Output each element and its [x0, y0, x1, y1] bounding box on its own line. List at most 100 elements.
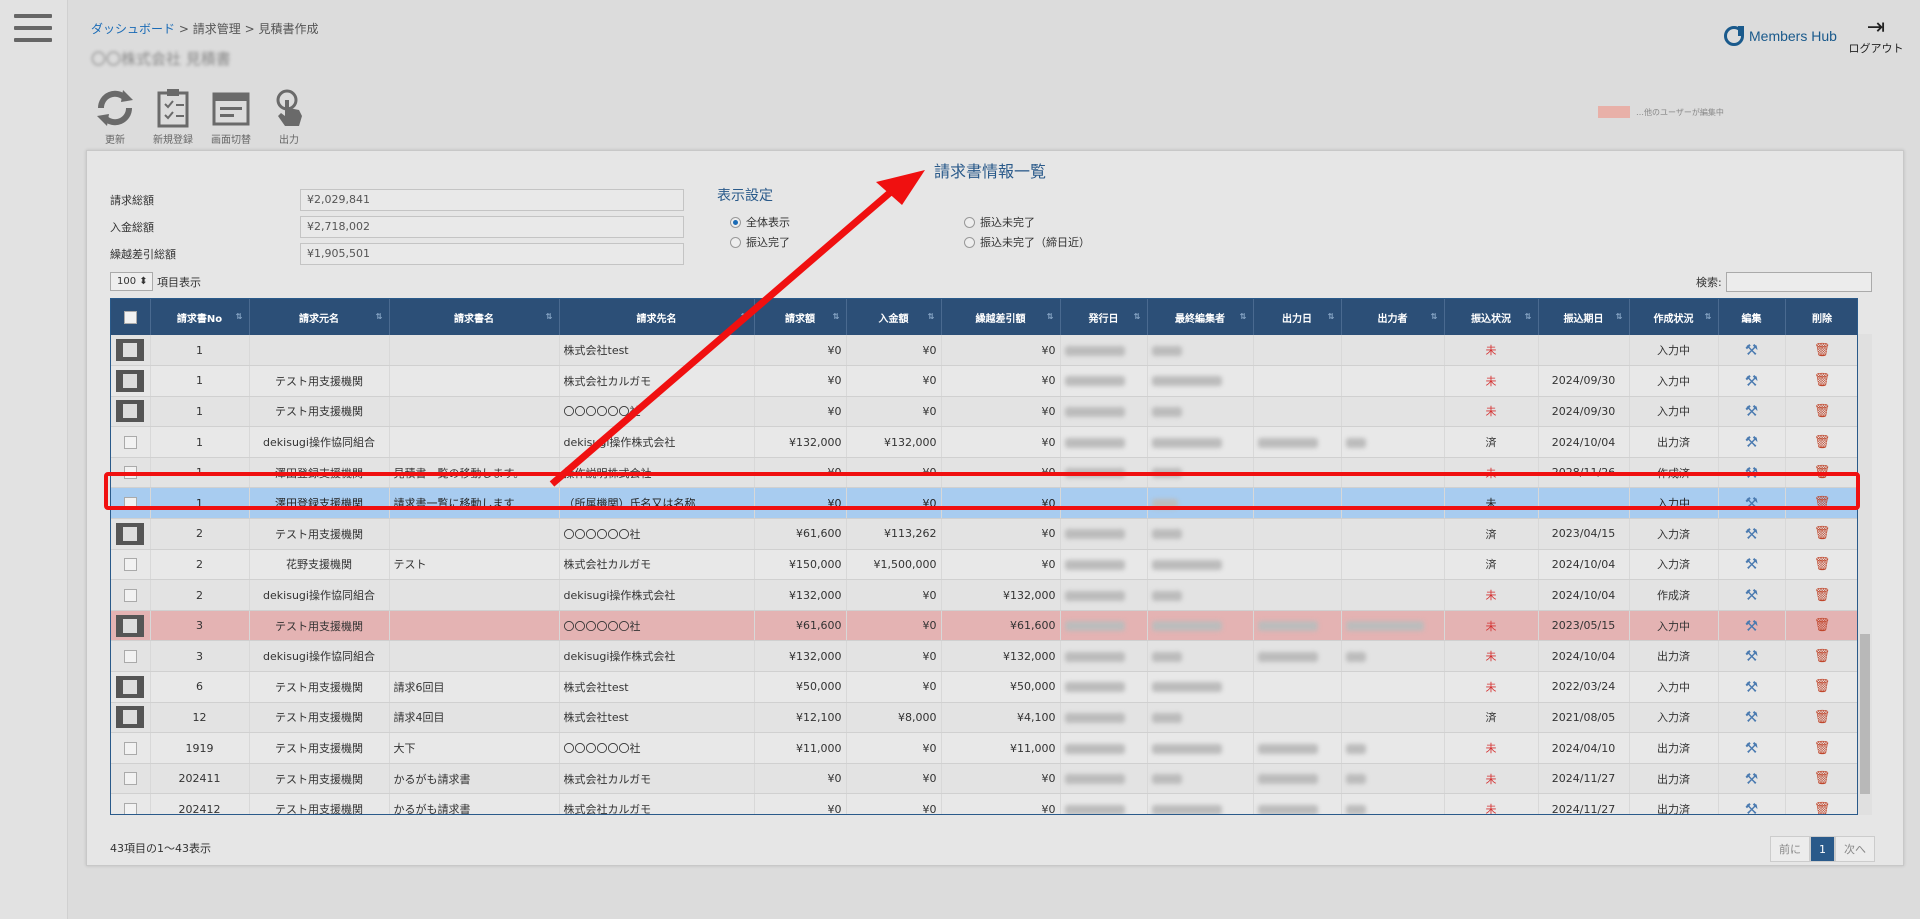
edit-button[interactable]: ⚒	[1718, 671, 1786, 703]
radio-unpaid-near[interactable]: 振込未完了（締日近）	[964, 234, 1090, 250]
row-checkbox[interactable]	[111, 610, 151, 642]
edit-button[interactable]: ⚒	[1718, 640, 1786, 673]
new-register-button[interactable]: 新規登録	[144, 88, 202, 146]
scrollbar-thumb[interactable]	[1860, 634, 1870, 794]
delete-button[interactable]: 🗑	[1785, 518, 1857, 550]
delete-button[interactable]: 🗑	[1785, 671, 1857, 703]
edit-button[interactable]: ⚒	[1718, 365, 1786, 397]
row-checkbox[interactable]	[111, 549, 151, 581]
edit-button[interactable]: ⚒	[1718, 426, 1786, 458]
table-row[interactable]: 202411 テスト用支援機関 かるがも請求書 株式会社カルガモ ¥0 ¥0 ¥0 未 2024…	[111, 763, 1857, 795]
table-row[interactable]: 202412 テスト用支援機関 かるがも請求書 株式会社カルガモ ¥0 ¥0 ¥0 未 2024…	[111, 793, 1857, 814]
table-row[interactable]: 2 テスト用支援機関 〇〇〇〇〇〇社 ¥61,600 ¥113,262 ¥0 済 2023/0…	[111, 518, 1857, 550]
radio-all[interactable]: 全体表示	[730, 214, 790, 230]
row-checkbox[interactable]	[111, 579, 151, 611]
sort-icon[interactable]: ⇅	[1327, 312, 1335, 321]
row-checkbox[interactable]	[111, 335, 151, 367]
col-header[interactable]: 発行日 ⇅	[1060, 299, 1148, 335]
row-checkbox[interactable]	[111, 640, 151, 673]
table-row[interactable]: 6 テスト用支援機関 請求6回目 株式会社test ¥50,000 ¥0 ¥50,000 未 2…	[111, 671, 1857, 703]
hamburger-menu-icon[interactable]	[14, 14, 52, 44]
edit-button[interactable]: ⚒	[1718, 702, 1786, 734]
sort-icon[interactable]: ⇅	[1133, 312, 1141, 321]
edit-button[interactable]: ⚒	[1718, 396, 1786, 428]
breadcrumb-billing[interactable]: 請求管理	[192, 22, 241, 36]
col-header[interactable]: 繰越差引額 ⇅	[941, 299, 1061, 335]
next-button[interactable]: 次へ	[1835, 836, 1875, 862]
col-header[interactable]: 編集	[1718, 299, 1786, 335]
table-row[interactable]: 2 dekisugi操作協同組合 dekisugi操作株式会社 ¥132,000 ¥0 ¥…	[111, 579, 1857, 611]
delete-button[interactable]: 🗑	[1785, 579, 1857, 611]
row-checkbox[interactable]	[111, 793, 151, 814]
switch-view-button[interactable]: 画面切替	[202, 88, 260, 146]
row-checkbox[interactable]	[111, 365, 151, 397]
delete-button[interactable]: 🗑	[1785, 763, 1857, 795]
page-size-select[interactable]: 100 ⬍	[110, 272, 153, 291]
sort-icon[interactable]: ⇅	[740, 312, 748, 321]
sort-icon[interactable]: ⇅	[832, 312, 840, 321]
sort-icon[interactable]: ⇅	[1046, 312, 1054, 321]
row-checkbox[interactable]	[111, 426, 151, 458]
table-row[interactable]: 1 dekisugi操作協同組合 dekisugi操作株式会社 ¥132,000 ¥13…	[111, 426, 1857, 458]
sort-icon[interactable]: ⇅	[235, 312, 243, 321]
col-header[interactable]: 最終編集者 ⇅	[1147, 299, 1254, 335]
col-header[interactable]: 振込期日 ⇅	[1538, 299, 1630, 335]
sort-icon[interactable]: ⇅	[1524, 312, 1532, 321]
table-row[interactable]: 3 dekisugi操作協同組合 dekisugi操作株式会社 ¥132,000 ¥0 ¥…	[111, 640, 1857, 673]
col-header[interactable]: 振込状況 ⇅	[1444, 299, 1539, 335]
delete-button[interactable]: 🗑	[1785, 610, 1857, 642]
row-checkbox[interactable]	[111, 518, 151, 550]
delete-button[interactable]: 🗑	[1785, 640, 1857, 673]
delete-button[interactable]: 🗑	[1785, 396, 1857, 428]
table-row[interactable]: 1919 テスト用支援機関 大下 〇〇〇〇〇〇社 ¥11,000 ¥0 ¥11,000 未 20…	[111, 732, 1857, 764]
col-header[interactable]: 出力日 ⇅	[1253, 299, 1342, 335]
delete-button[interactable]: 🗑	[1785, 793, 1857, 814]
edit-button[interactable]: ⚒	[1718, 335, 1786, 367]
col-header[interactable]: 出力者 ⇅	[1341, 299, 1445, 335]
prev-button[interactable]: 前に	[1770, 836, 1810, 862]
delete-button[interactable]: 🗑	[1785, 426, 1857, 458]
row-checkbox[interactable]	[111, 396, 151, 428]
table-row[interactable]: 2 花野支援機関 テスト 株式会社カルガモ ¥150,000 ¥1,500,000 ¥0 済 2…	[111, 549, 1857, 581]
col-header[interactable]: 削除	[1785, 299, 1857, 335]
col-header[interactable]: 請求書名 ⇅	[389, 299, 560, 335]
sort-icon[interactable]: ⇅	[1615, 312, 1623, 321]
edit-button[interactable]: ⚒	[1718, 518, 1786, 550]
edit-button[interactable]: ⚒	[1718, 579, 1786, 611]
table-row[interactable]: 1 株式会社test ¥0 ¥0 ¥0 未入力中 ⚒ 🗑	[111, 335, 1857, 367]
edit-button[interactable]: ⚒	[1718, 549, 1786, 581]
sort-icon[interactable]: ⇅	[1704, 312, 1712, 321]
edit-button[interactable]: ⚒	[1718, 732, 1786, 764]
edit-button[interactable]: ⚒	[1718, 793, 1786, 814]
page-1-button[interactable]: 1	[1810, 836, 1835, 862]
sort-icon[interactable]: ⇅	[927, 312, 935, 321]
refresh-button[interactable]: 更新	[86, 88, 144, 146]
delete-button[interactable]: 🗑	[1785, 702, 1857, 734]
row-checkbox[interactable]	[111, 732, 151, 764]
edit-button[interactable]: ⚒	[1718, 763, 1786, 795]
radio-unpaid[interactable]: 振込未完了	[964, 214, 1035, 230]
breadcrumb-dashboard[interactable]: ダッシュボード	[91, 22, 176, 36]
table-scrollbar[interactable]	[1858, 334, 1872, 815]
table-row[interactable]: 1 テスト用支援機関 株式会社カルガモ ¥0 ¥0 ¥0 未 2024/09/30 入力中 ⚒ 🗑	[111, 365, 1857, 397]
select-all-checkbox[interactable]	[111, 299, 151, 335]
col-header[interactable]: 請求額 ⇅	[754, 299, 847, 335]
table-row[interactable]: 1 テスト用支援機関 〇〇〇〇〇〇社 ¥0 ¥0 ¥0 未 2024/09/30 入力中 ⚒ 🗑	[111, 396, 1857, 428]
delete-button[interactable]: 🗑	[1785, 365, 1857, 397]
radio-paid[interactable]: 振込完了	[730, 234, 790, 250]
sort-icon[interactable]: ⇅	[545, 312, 553, 321]
sort-icon[interactable]: ⇅	[1430, 312, 1438, 321]
col-header[interactable]: 作成状況 ⇅	[1629, 299, 1719, 335]
table-row[interactable]: 3 テスト用支援機関 〇〇〇〇〇〇社 ¥61,600 ¥0 ¥61,600 未 2023/05…	[111, 610, 1857, 642]
col-header[interactable]: 請求先名 ⇅	[559, 299, 755, 335]
row-checkbox[interactable]	[111, 671, 151, 703]
col-header[interactable]: 請求書No ⇅	[150, 299, 250, 335]
col-header[interactable]: 請求元名 ⇅	[249, 299, 390, 335]
row-checkbox[interactable]	[111, 763, 151, 795]
logout-button[interactable]: ⇥ ログアウト	[1848, 15, 1904, 56]
row-checkbox[interactable]	[111, 487, 151, 520]
search-input[interactable]	[1725, 272, 1872, 292]
row-checkbox[interactable]	[111, 702, 151, 734]
delete-button[interactable]: 🗑	[1785, 549, 1857, 581]
table-row[interactable]: 12 テスト用支援機関 請求4回目 株式会社test ¥12,100 ¥8,000 ¥4,1…	[111, 702, 1857, 734]
